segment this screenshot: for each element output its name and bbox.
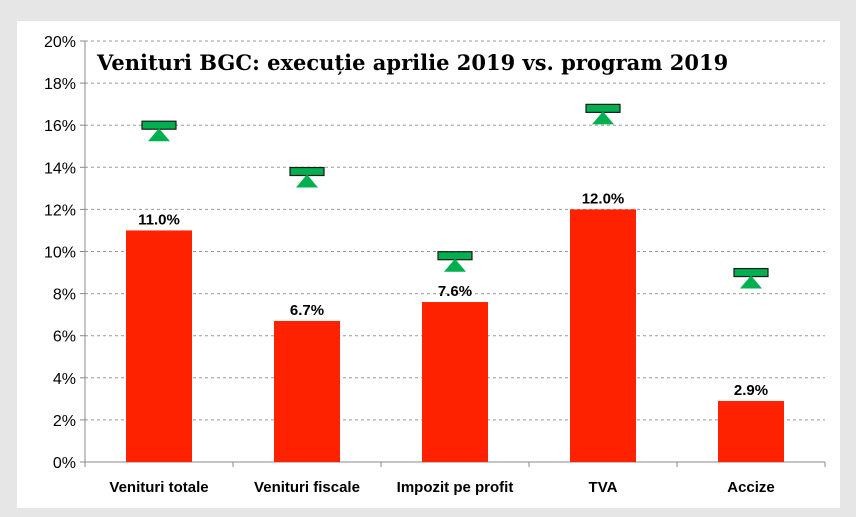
category-label: TVA xyxy=(589,479,618,496)
program-marker-triangle xyxy=(296,174,318,188)
data-labels: 11.0% 6.7% 7.6% 12.0% 2.9% xyxy=(138,190,768,399)
bar-execution xyxy=(422,302,488,462)
category-label: Accize xyxy=(727,479,775,496)
y-tick-label: 18% xyxy=(44,76,76,93)
bar-execution xyxy=(570,209,636,462)
program-markers xyxy=(141,103,769,289)
y-tick-label: 16% xyxy=(44,118,76,135)
category-label: Impozit pe profit xyxy=(397,479,514,496)
program-marker-triangle xyxy=(444,258,466,272)
program-marker-bar xyxy=(141,120,177,130)
program-marker-triangle xyxy=(740,275,762,289)
y-tick-label: 12% xyxy=(44,202,76,219)
data-label: 2.9% xyxy=(734,382,768,399)
category-label: Venituri fiscale xyxy=(254,479,360,496)
bar-chart: 0% 2% 4% 6% 8% 10% 12% 14% 16% 18% 20% 11.0% 6.7% 7.… xyxy=(44,34,826,496)
program-marker-bar xyxy=(437,251,473,261)
program-marker-triangle xyxy=(148,128,170,142)
category-label: Venituri totale xyxy=(109,479,208,496)
bar-execution xyxy=(126,230,192,462)
data-label: 11.0% xyxy=(138,211,180,228)
data-label: 12.0% xyxy=(582,190,625,207)
bars xyxy=(126,209,784,462)
y-tick-label: 20% xyxy=(44,34,76,51)
chart-frame: 0% 2% 4% 6% 8% 10% 12% 14% 16% 18% 20% 11.0% 6.7% 7.… xyxy=(17,21,840,508)
program-marker-bar xyxy=(733,267,769,278)
program-marker-bar xyxy=(289,166,325,177)
y-tick-label: 0% xyxy=(53,455,76,472)
y-axis-ticks: 0% 2% 4% 6% 8% 10% 12% 14% 16% 18% 20% xyxy=(44,34,76,472)
y-tick-label: 6% xyxy=(53,329,76,346)
category-labels: Venituri totale Venituri fiscale Impozit p… xyxy=(109,479,774,496)
program-marker-bar xyxy=(585,103,621,113)
y-tick-label: 10% xyxy=(44,245,76,262)
y-tick-label: 8% xyxy=(53,287,76,304)
data-label: 7.6% xyxy=(438,283,472,300)
program-marker-triangle xyxy=(592,111,614,125)
bar-execution xyxy=(718,400,784,462)
y-tick-label: 4% xyxy=(53,371,76,388)
y-tick-label: 14% xyxy=(44,160,76,177)
y-tick-label: 2% xyxy=(53,413,76,430)
chart-title: Venituri BGC: execuție aprilie 2019 vs. … xyxy=(96,50,728,75)
bar-execution xyxy=(274,320,340,462)
data-label: 6.7% xyxy=(290,302,324,319)
